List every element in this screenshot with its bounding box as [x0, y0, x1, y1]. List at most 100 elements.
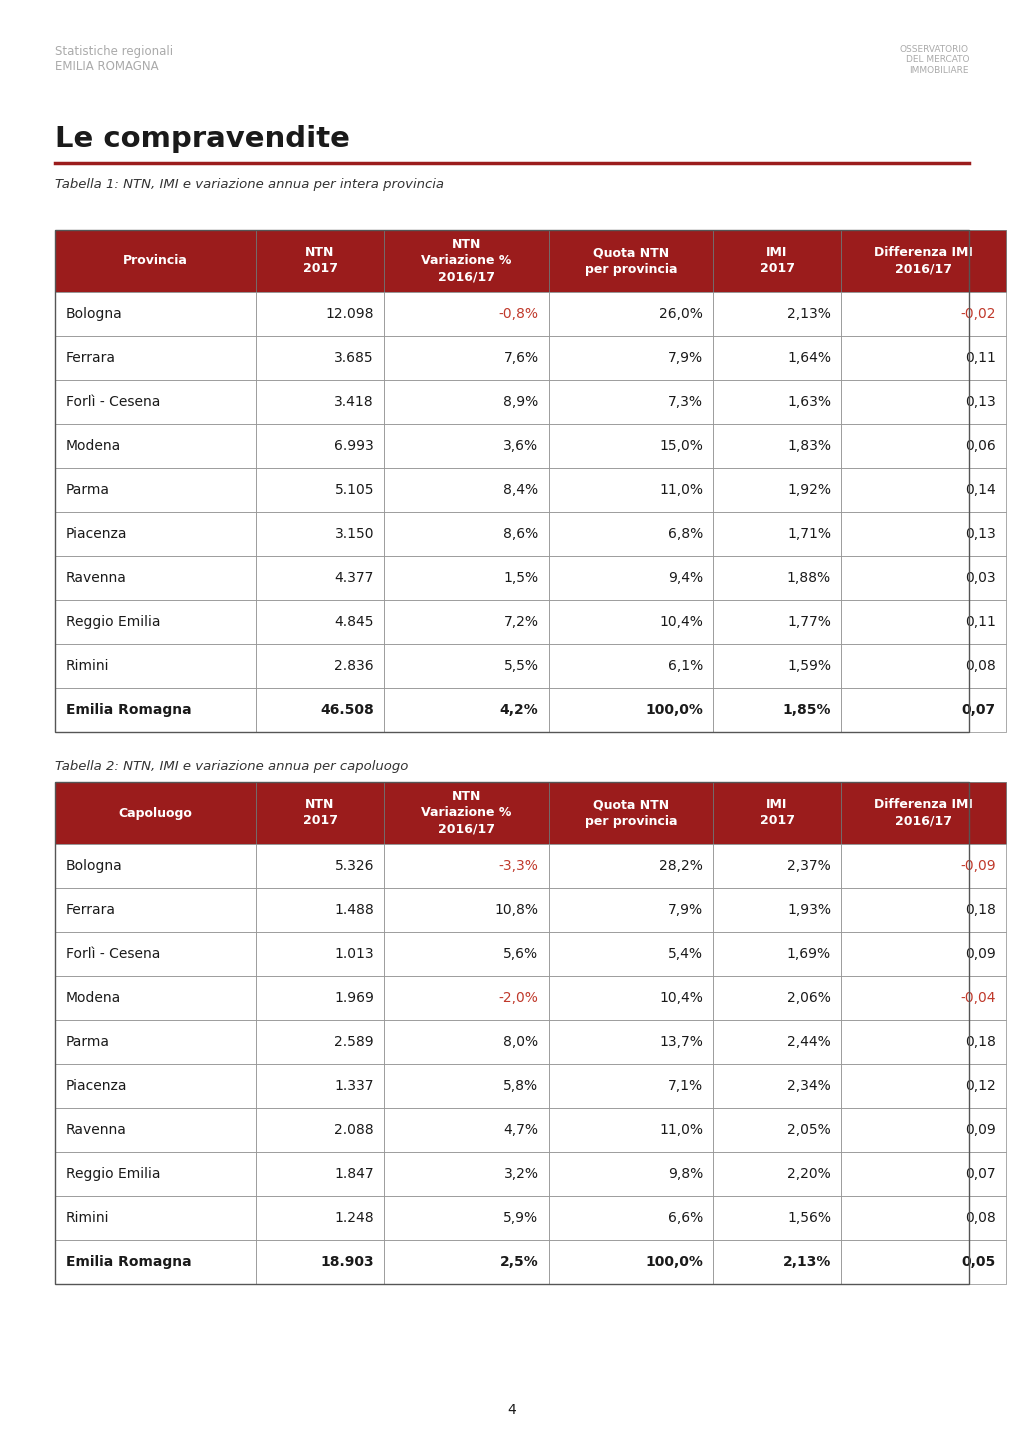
Text: 3,2%: 3,2% [504, 1167, 539, 1182]
Text: 1.337: 1.337 [335, 1079, 374, 1093]
Text: 1,85%: 1,85% [782, 702, 831, 717]
Text: EMILIA ROMAGNA: EMILIA ROMAGNA [55, 59, 159, 72]
Text: Ferrara: Ferrara [66, 904, 116, 917]
Bar [55, 379, 256, 424]
Bar [384, 292, 549, 336]
Text: 1.847: 1.847 [335, 1167, 374, 1182]
Bar [549, 644, 713, 688]
Bar [55, 1153, 256, 1196]
Text: 4: 4 [508, 1403, 516, 1418]
Text: 0,03: 0,03 [965, 571, 995, 585]
Bar [384, 468, 549, 513]
Text: 0,13: 0,13 [965, 395, 995, 408]
Bar [841, 599, 1006, 644]
Bar [841, 782, 1006, 844]
Text: 15,0%: 15,0% [659, 439, 703, 453]
Bar [55, 513, 256, 556]
Bar [549, 1239, 713, 1284]
Bar [256, 513, 384, 556]
Text: 1,71%: 1,71% [787, 527, 831, 542]
Text: 1,64%: 1,64% [787, 350, 831, 365]
Text: -0,04: -0,04 [961, 990, 995, 1005]
Text: 1,63%: 1,63% [787, 395, 831, 408]
Bar [55, 782, 256, 844]
Bar [55, 976, 256, 1019]
Bar [713, 292, 841, 336]
Text: 0,12: 0,12 [965, 1079, 995, 1093]
Text: Modena: Modena [66, 990, 121, 1005]
Text: 11,0%: 11,0% [659, 1124, 703, 1137]
Bar [549, 599, 713, 644]
Bar [384, 379, 549, 424]
Text: 5,5%: 5,5% [504, 659, 539, 673]
Bar [55, 1108, 256, 1153]
Bar [384, 1064, 549, 1108]
Text: 28,2%: 28,2% [659, 859, 703, 873]
Text: 3.150: 3.150 [335, 527, 374, 542]
Bar [713, 1108, 841, 1153]
Text: -0,02: -0,02 [961, 307, 995, 321]
Bar [256, 1064, 384, 1108]
Text: 6,8%: 6,8% [668, 527, 703, 542]
Text: Emilia Romagna: Emilia Romagna [66, 702, 191, 717]
Bar [384, 782, 549, 844]
Bar [55, 1019, 256, 1064]
Text: 5.105: 5.105 [335, 484, 374, 497]
Bar [549, 1108, 713, 1153]
Text: Forlì - Cesena: Forlì - Cesena [66, 395, 161, 408]
Text: 0,05: 0,05 [962, 1255, 995, 1268]
Bar [713, 1239, 841, 1284]
Bar [841, 976, 1006, 1019]
Text: 1,69%: 1,69% [786, 947, 831, 961]
Text: 9,4%: 9,4% [668, 571, 703, 585]
Text: 4.845: 4.845 [335, 615, 374, 628]
Bar [841, 379, 1006, 424]
Bar [256, 230, 384, 292]
Bar [713, 599, 841, 644]
Text: Emilia Romagna: Emilia Romagna [66, 1255, 191, 1268]
Text: 0,09: 0,09 [965, 947, 995, 961]
Text: 1.488: 1.488 [334, 904, 374, 917]
Bar [549, 888, 713, 933]
Bar [713, 1019, 841, 1064]
Bar [713, 844, 841, 888]
Bar [384, 230, 549, 292]
Text: 8,0%: 8,0% [504, 1035, 539, 1048]
Text: 7,3%: 7,3% [668, 395, 703, 408]
Text: 1,5%: 1,5% [504, 571, 539, 585]
Bar [55, 230, 256, 292]
Text: 2,13%: 2,13% [787, 307, 831, 321]
Bar [841, 644, 1006, 688]
Text: Piacenza: Piacenza [66, 1079, 128, 1093]
Bar [549, 336, 713, 379]
Bar [55, 644, 256, 688]
Text: 100,0%: 100,0% [645, 702, 703, 717]
Text: -0,09: -0,09 [959, 859, 995, 873]
Bar [713, 379, 841, 424]
Bar [841, 1196, 1006, 1239]
Bar [55, 292, 256, 336]
Text: 0,06: 0,06 [965, 439, 995, 453]
Text: Ravenna: Ravenna [66, 1124, 127, 1137]
Text: IMI
2017: IMI 2017 [760, 246, 795, 275]
Bar [55, 556, 256, 599]
Bar [549, 513, 713, 556]
Text: 3,6%: 3,6% [504, 439, 539, 453]
Text: 5.326: 5.326 [335, 859, 374, 873]
Text: 4.377: 4.377 [335, 571, 374, 585]
Bar [55, 888, 256, 933]
Text: IMI
2017: IMI 2017 [760, 798, 795, 827]
Text: Quota NTN
per provincia: Quota NTN per provincia [585, 798, 677, 827]
Bar [55, 336, 256, 379]
Text: 4,7%: 4,7% [504, 1124, 539, 1137]
Text: 1,83%: 1,83% [787, 439, 831, 453]
Bar [384, 888, 549, 933]
Bar [841, 888, 1006, 933]
Bar [384, 688, 549, 733]
Text: 7,6%: 7,6% [504, 350, 539, 365]
Text: 2.836: 2.836 [335, 659, 374, 673]
Text: 6,6%: 6,6% [668, 1211, 703, 1225]
Text: NTN
Variazione %
2016/17: NTN Variazione % 2016/17 [421, 239, 511, 284]
Bar [713, 336, 841, 379]
Bar [384, 556, 549, 599]
